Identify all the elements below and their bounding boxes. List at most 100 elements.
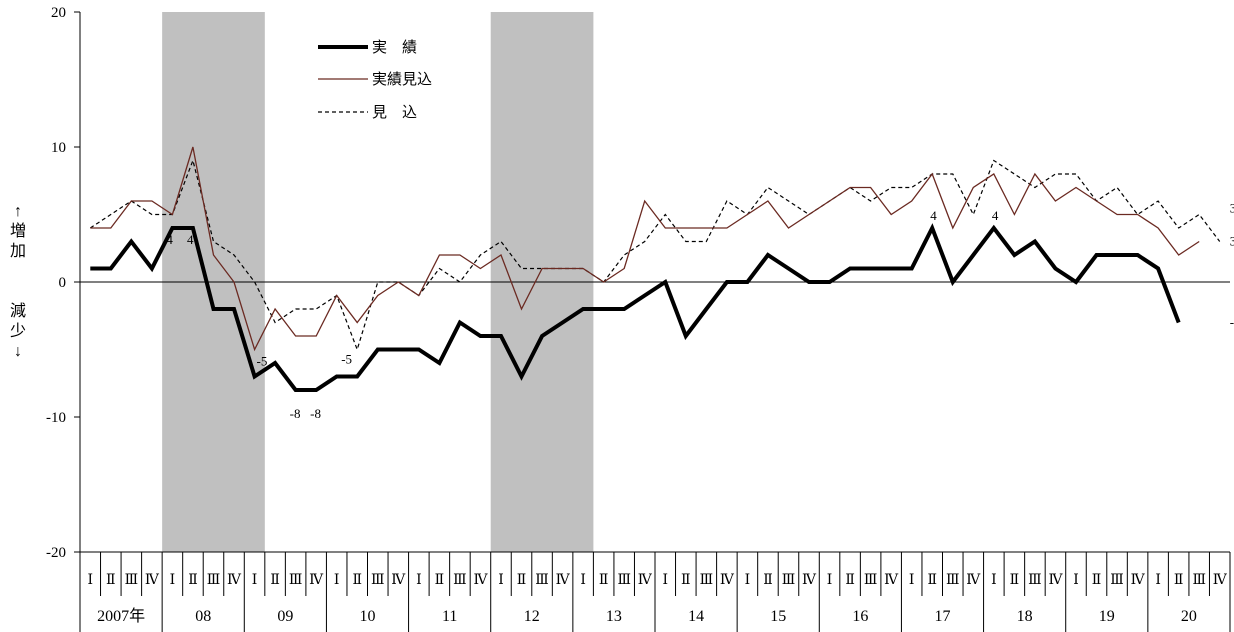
data-label: -5 bbox=[257, 354, 268, 369]
y-label-up-char: 加 bbox=[10, 242, 26, 260]
quarter-label: Ⅱ bbox=[681, 573, 691, 588]
quarter-label: Ⅰ bbox=[1155, 573, 1161, 588]
quarter-label: Ⅳ bbox=[638, 573, 653, 588]
quarter-label: Ⅱ bbox=[352, 573, 362, 588]
quarter-label: Ⅳ bbox=[720, 573, 735, 588]
quarter-label: Ⅲ bbox=[289, 573, 303, 588]
series-line-actual bbox=[90, 223, 1181, 392]
quarter-label: Ⅳ bbox=[391, 573, 406, 588]
quarter-label: Ⅲ bbox=[782, 573, 796, 588]
quarter-label: Ⅱ bbox=[106, 573, 116, 588]
y-tick-label: -10 bbox=[46, 410, 66, 426]
year-label: 19 bbox=[1099, 608, 1115, 625]
y-label-down-char: 減 bbox=[10, 302, 26, 320]
y-tick-label: -20 bbox=[46, 545, 66, 561]
quarter-label: Ⅳ bbox=[309, 573, 324, 588]
y-label-down-char: 少 bbox=[10, 322, 26, 340]
quarter-label: Ⅳ bbox=[145, 573, 160, 588]
year-label: 09 bbox=[277, 608, 293, 625]
quarter-label: Ⅲ bbox=[864, 573, 878, 588]
data-label: 4 bbox=[187, 232, 194, 247]
y-label-up-char: ↑ bbox=[14, 203, 22, 220]
quarter-label: Ⅲ bbox=[1028, 573, 1042, 588]
quarter-label: Ⅱ bbox=[845, 573, 855, 588]
quarter-label: Ⅳ bbox=[884, 573, 899, 588]
quarter-label: Ⅰ bbox=[416, 573, 422, 588]
data-label: 4 bbox=[930, 208, 937, 223]
quarter-label: Ⅱ bbox=[1092, 573, 1102, 588]
quarter-label: Ⅱ bbox=[927, 573, 937, 588]
legend-label-actual: 実 績 bbox=[372, 39, 417, 56]
data-label: -8 bbox=[310, 406, 321, 421]
quarter-label: Ⅲ bbox=[700, 573, 714, 588]
quarter-label: Ⅰ bbox=[745, 573, 751, 588]
quarter-label: Ⅰ bbox=[827, 573, 833, 588]
quarter-label: Ⅳ bbox=[966, 573, 981, 588]
y-label-up-char: 増 bbox=[10, 222, 26, 240]
quarter-label: Ⅰ bbox=[498, 573, 504, 588]
year-label: 15 bbox=[770, 608, 786, 625]
quarter-label: Ⅳ bbox=[1213, 573, 1228, 588]
quarter-label: Ⅲ bbox=[946, 573, 960, 588]
quarter-label: Ⅲ bbox=[125, 573, 139, 588]
year-label: 08 bbox=[195, 608, 211, 625]
quarter-label: Ⅰ bbox=[252, 573, 258, 588]
quarter-label: Ⅱ bbox=[599, 573, 609, 588]
quarter-label: Ⅰ bbox=[909, 573, 915, 588]
quarter-label: Ⅱ bbox=[188, 573, 198, 588]
quarter-label: Ⅰ bbox=[663, 573, 669, 588]
series-line-estimated_actual bbox=[90, 146, 1200, 352]
data-label: 3 bbox=[1230, 201, 1234, 216]
quarter-label: Ⅱ bbox=[270, 573, 280, 588]
quarter-label: Ⅱ bbox=[1174, 573, 1184, 588]
quarter-label: Ⅰ bbox=[88, 573, 94, 588]
year-label: 2007年 bbox=[97, 607, 145, 625]
y-label-down-char: ↓ bbox=[14, 343, 22, 360]
quarter-label: Ⅱ bbox=[435, 573, 445, 588]
series-line-forecast bbox=[89, 158, 1221, 352]
quarter-label: Ⅲ bbox=[371, 573, 385, 588]
quarter-label: Ⅳ bbox=[1048, 573, 1063, 588]
y-tick-label: 10 bbox=[51, 140, 66, 156]
quarter-label: Ⅰ bbox=[1073, 573, 1079, 588]
quarter-label: Ⅲ bbox=[1192, 573, 1206, 588]
y-tick-label: 20 bbox=[51, 5, 66, 21]
year-label: 12 bbox=[524, 608, 540, 625]
quarter-label: Ⅱ bbox=[763, 573, 773, 588]
year-label: 13 bbox=[606, 608, 622, 625]
y-tick-label: 0 bbox=[59, 275, 67, 291]
year-label: 18 bbox=[1017, 608, 1033, 625]
quarter-label: Ⅱ bbox=[517, 573, 527, 588]
data-label: -8 bbox=[290, 406, 301, 421]
quarter-label: Ⅲ bbox=[617, 573, 631, 588]
quarter-label: Ⅲ bbox=[1110, 573, 1124, 588]
year-label: 17 bbox=[935, 608, 951, 625]
quarter-label: Ⅲ bbox=[453, 573, 467, 588]
data-label: 4 bbox=[992, 208, 999, 223]
quarter-label: Ⅲ bbox=[535, 573, 549, 588]
quarter-label: Ⅱ bbox=[1010, 573, 1020, 588]
year-label: 16 bbox=[852, 608, 868, 625]
legend-label-estimated_actual: 実績見込 bbox=[372, 71, 432, 88]
quarter-label: Ⅳ bbox=[473, 573, 488, 588]
quarter-label: Ⅳ bbox=[227, 573, 242, 588]
data-label: 3 bbox=[1230, 234, 1234, 249]
quarter-label: Ⅳ bbox=[1131, 573, 1146, 588]
quarter-label: Ⅰ bbox=[580, 573, 586, 588]
quarter-label: Ⅰ bbox=[334, 573, 340, 588]
year-label: 10 bbox=[360, 608, 376, 625]
quarter-label: Ⅰ bbox=[991, 573, 997, 588]
data-label: 4 bbox=[166, 232, 173, 247]
year-label: 14 bbox=[688, 608, 704, 625]
quarter-label: Ⅳ bbox=[556, 573, 571, 588]
legend-label-forecast: 見 込 bbox=[372, 104, 417, 121]
quarter-label: Ⅲ bbox=[207, 573, 221, 588]
year-label: 20 bbox=[1181, 608, 1197, 625]
quarter-label: Ⅰ bbox=[170, 573, 176, 588]
series-lines bbox=[89, 146, 1221, 392]
data-label: -5 bbox=[341, 352, 352, 367]
